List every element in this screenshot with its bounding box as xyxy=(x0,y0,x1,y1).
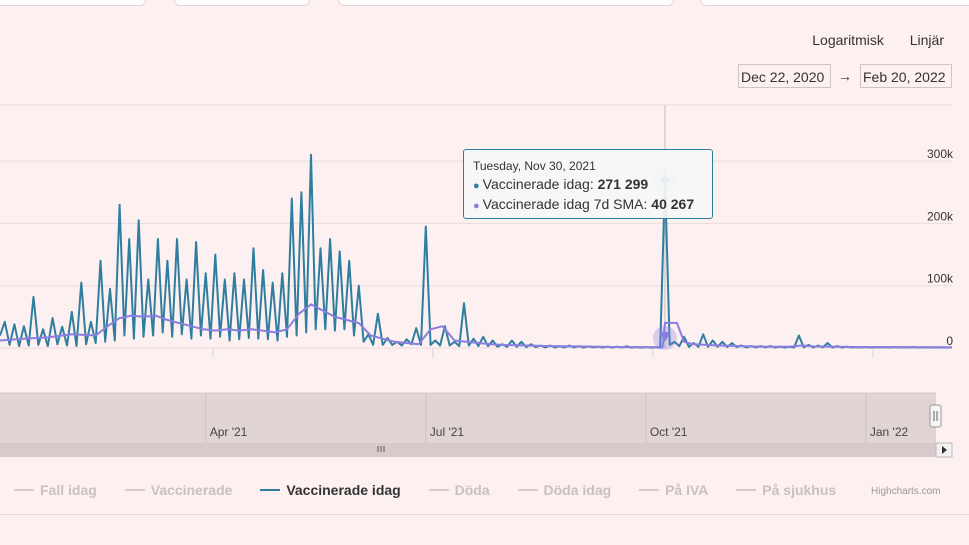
scale-linear-button[interactable]: Linjär xyxy=(909,32,944,48)
scale-log-button[interactable]: Logaritmisk xyxy=(812,32,884,48)
legend-item-fall-idag[interactable]: Fall idag xyxy=(14,482,97,498)
y-axis-labels: 0 100k 200k 300k xyxy=(927,147,954,348)
legend-item-pa-iva[interactable]: På IVA xyxy=(639,482,708,498)
legend-symbol xyxy=(260,489,281,491)
bullet-icon: ● xyxy=(473,200,480,212)
navigator-label: Jul '21 xyxy=(430,425,465,439)
scrollbar-grip-icon[interactable] xyxy=(377,446,385,452)
navigator-label: Oct '21 xyxy=(650,425,688,439)
navigator-label: Jan '22 xyxy=(870,425,909,439)
legend-item-vaccinerade-idag[interactable]: Vaccinerade idag xyxy=(260,482,401,498)
legend-item-vaccinerade[interactable]: Vaccinerade xyxy=(124,482,232,498)
scale-options: Logaritmisk Linjär xyxy=(790,32,944,48)
y-tick-label: 300k xyxy=(927,147,954,161)
x-axis-ticks xyxy=(212,348,874,358)
navigator-label: Apr '21 xyxy=(210,425,248,439)
divider xyxy=(0,514,969,515)
legend-symbol xyxy=(14,489,34,491)
navigator-handle-right[interactable] xyxy=(929,404,942,428)
legend-symbol xyxy=(517,489,538,491)
legend-item-doda-idag[interactable]: Döda idag xyxy=(517,482,611,498)
bullet-icon: ● xyxy=(473,180,480,192)
tooltip-title: Tuesday, Nov 30, 2021 xyxy=(473,159,596,173)
scrollbar-track[interactable] xyxy=(0,443,936,457)
legend-item-pa-sjukhus[interactable]: På sjukhus xyxy=(736,482,836,498)
y-tick-label: 0 xyxy=(946,334,953,348)
date-to-input[interactable]: Feb 20, 2022 xyxy=(860,64,952,88)
y-tick-label: 200k xyxy=(927,209,954,223)
credits-link[interactable]: Highcharts.com xyxy=(871,486,941,497)
chevron-right-icon xyxy=(942,446,947,454)
legend-item-doda[interactable]: Döda xyxy=(428,482,490,498)
navigator-mask xyxy=(0,393,936,444)
legend-symbol xyxy=(124,489,145,491)
top-tab-4[interactable] xyxy=(700,0,969,6)
series-line-vaccinerade-idag-sma xyxy=(0,303,953,349)
legend: Fall idag Vaccinerade Vaccinerade idag D… xyxy=(14,478,860,498)
y-tick-label: 100k xyxy=(927,272,954,286)
tooltip-row-sma: ● Vaccinerade idag 7d SMA: 40 267 xyxy=(473,196,695,212)
tooltip-row-main: ● Vaccinerade idag: 271 299 xyxy=(473,176,649,192)
date-range-arrow: → xyxy=(838,68,852,84)
navigator-labels: Apr '21 Jul '21 Oct '21 Jan '22 xyxy=(205,393,909,443)
legend-symbol xyxy=(428,489,449,491)
date-from-input[interactable]: Dec 22, 2020 xyxy=(738,64,831,88)
hover-marker-sma xyxy=(658,331,671,342)
chart-tooltip: Tuesday, Nov 30, 2021 ● Vaccinerade idag:… xyxy=(463,149,713,219)
legend-symbol xyxy=(639,489,660,491)
legend-symbol xyxy=(736,489,757,491)
